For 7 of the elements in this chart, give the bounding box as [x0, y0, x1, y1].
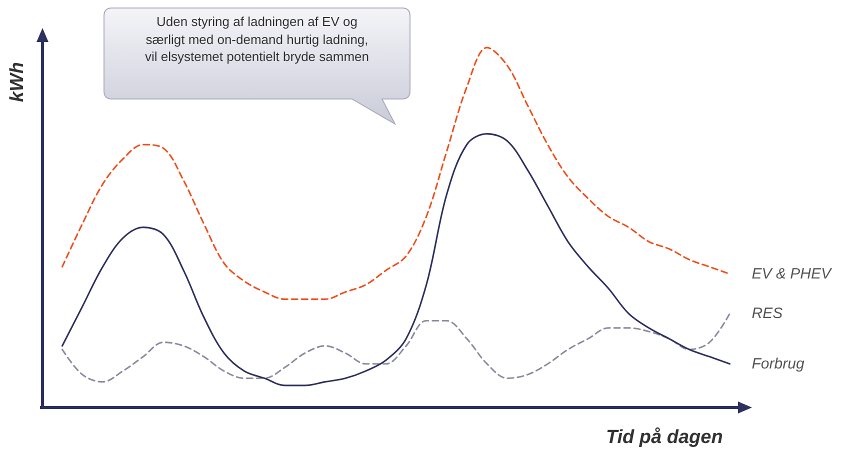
series-label: Forbrug — [752, 355, 805, 372]
x-axis-title: Tid på dagen — [606, 427, 723, 448]
y-axis-title: kWh — [7, 62, 28, 102]
series-label: EV & PHEV — [752, 266, 833, 283]
annotation: Uden styring af ladningen af EV og særligt med on-demand hurtig ladning, vil elsystemet potentielt bryde sammen — [144, 13, 370, 66]
series-label: RES — [752, 305, 783, 322]
speech-bubble: Uden styring af ladningen af EV og særligt med on-demand hurtig ladning, vil elsystemet potentielt bryde sammen — [102, 7, 412, 127]
